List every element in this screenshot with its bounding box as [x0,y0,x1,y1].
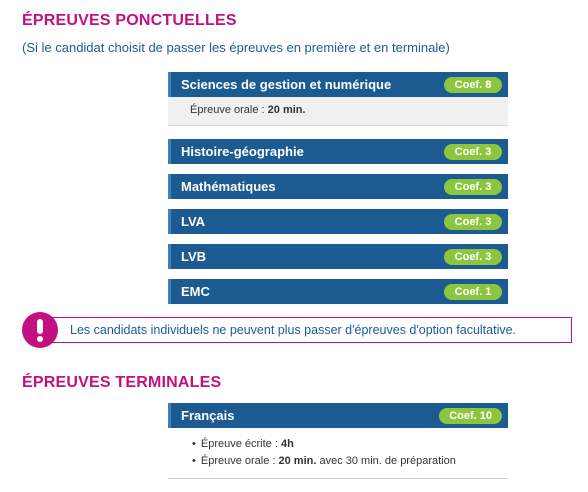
notice: Les candidats individuels ne peuvent plu… [38,317,572,343]
section-subtitle: (Si le candidat choisit de passer les ép… [22,40,450,55]
coef-badge: Coef. 1 [444,283,502,300]
subject-name: Sciences de gestion et numérique [181,77,392,92]
subject-name: Mathématiques [181,179,276,194]
subject-name: Histoire-géographie [181,144,304,159]
section-title: ÉPREUVES TERMINALES [22,374,222,391]
subject-header: EMC Coef. 1 [168,279,508,304]
detail-value: 20 min. [278,455,317,467]
page: {"sections": [ {"title": "ÉPREUVES PONCT… [0,0,588,481]
coef-badge: Coef. 8 [444,76,502,93]
subject-details: Épreuve orale : 20 min. [168,97,508,126]
detail-label: Épreuve écrite : [200,438,281,450]
detail-value: 20 min. [267,104,306,116]
coef-badge: Coef. 3 [444,143,502,160]
detail-extra: avec 30 min. de préparation [316,455,456,467]
subject-header: Sciences de gestion et numérique Coef. 8 [168,72,508,97]
coef-badge: Coef. 10 [439,407,502,424]
subject-header: LVB Coef. 3 [168,244,508,269]
subject-header: LVA Coef. 3 [168,209,508,234]
detail-label: Épreuve orale : [200,455,279,467]
detail-line: Épreuve écrite : 4h [200,436,508,453]
section-title: ÉPREUVES PONCTUELLES [22,12,237,29]
subject-details: Épreuve écrite : 4hÉpreuve orale : 20 mi… [168,428,508,479]
coef-badge: Coef. 3 [444,178,502,195]
detail-line: Épreuve orale : 20 min. avec 30 min. de … [200,453,508,470]
subject-list: Sciences de gestion et numérique Coef. 8 É… [168,72,508,314]
subject-header: Histoire-géographie Coef. 3 [168,139,508,164]
subject-name: LVA [181,214,206,229]
notice-text: Les candidats individuels ne peuvent plu… [70,323,517,337]
subject-name: EMC [181,284,210,299]
subject-header: Mathématiques Coef. 3 [168,174,508,199]
detail-label: Épreuve orale : [190,104,268,116]
subject-header: Français Coef. 10 [168,403,508,428]
subject-name: Français [181,408,235,423]
coef-badge: Coef. 3 [444,248,502,265]
detail-line: Épreuve orale : 20 min. [190,102,508,119]
detail-value: 4h [280,438,294,450]
coef-badge: Coef. 3 [444,213,502,230]
subject-name: LVB [181,249,207,264]
